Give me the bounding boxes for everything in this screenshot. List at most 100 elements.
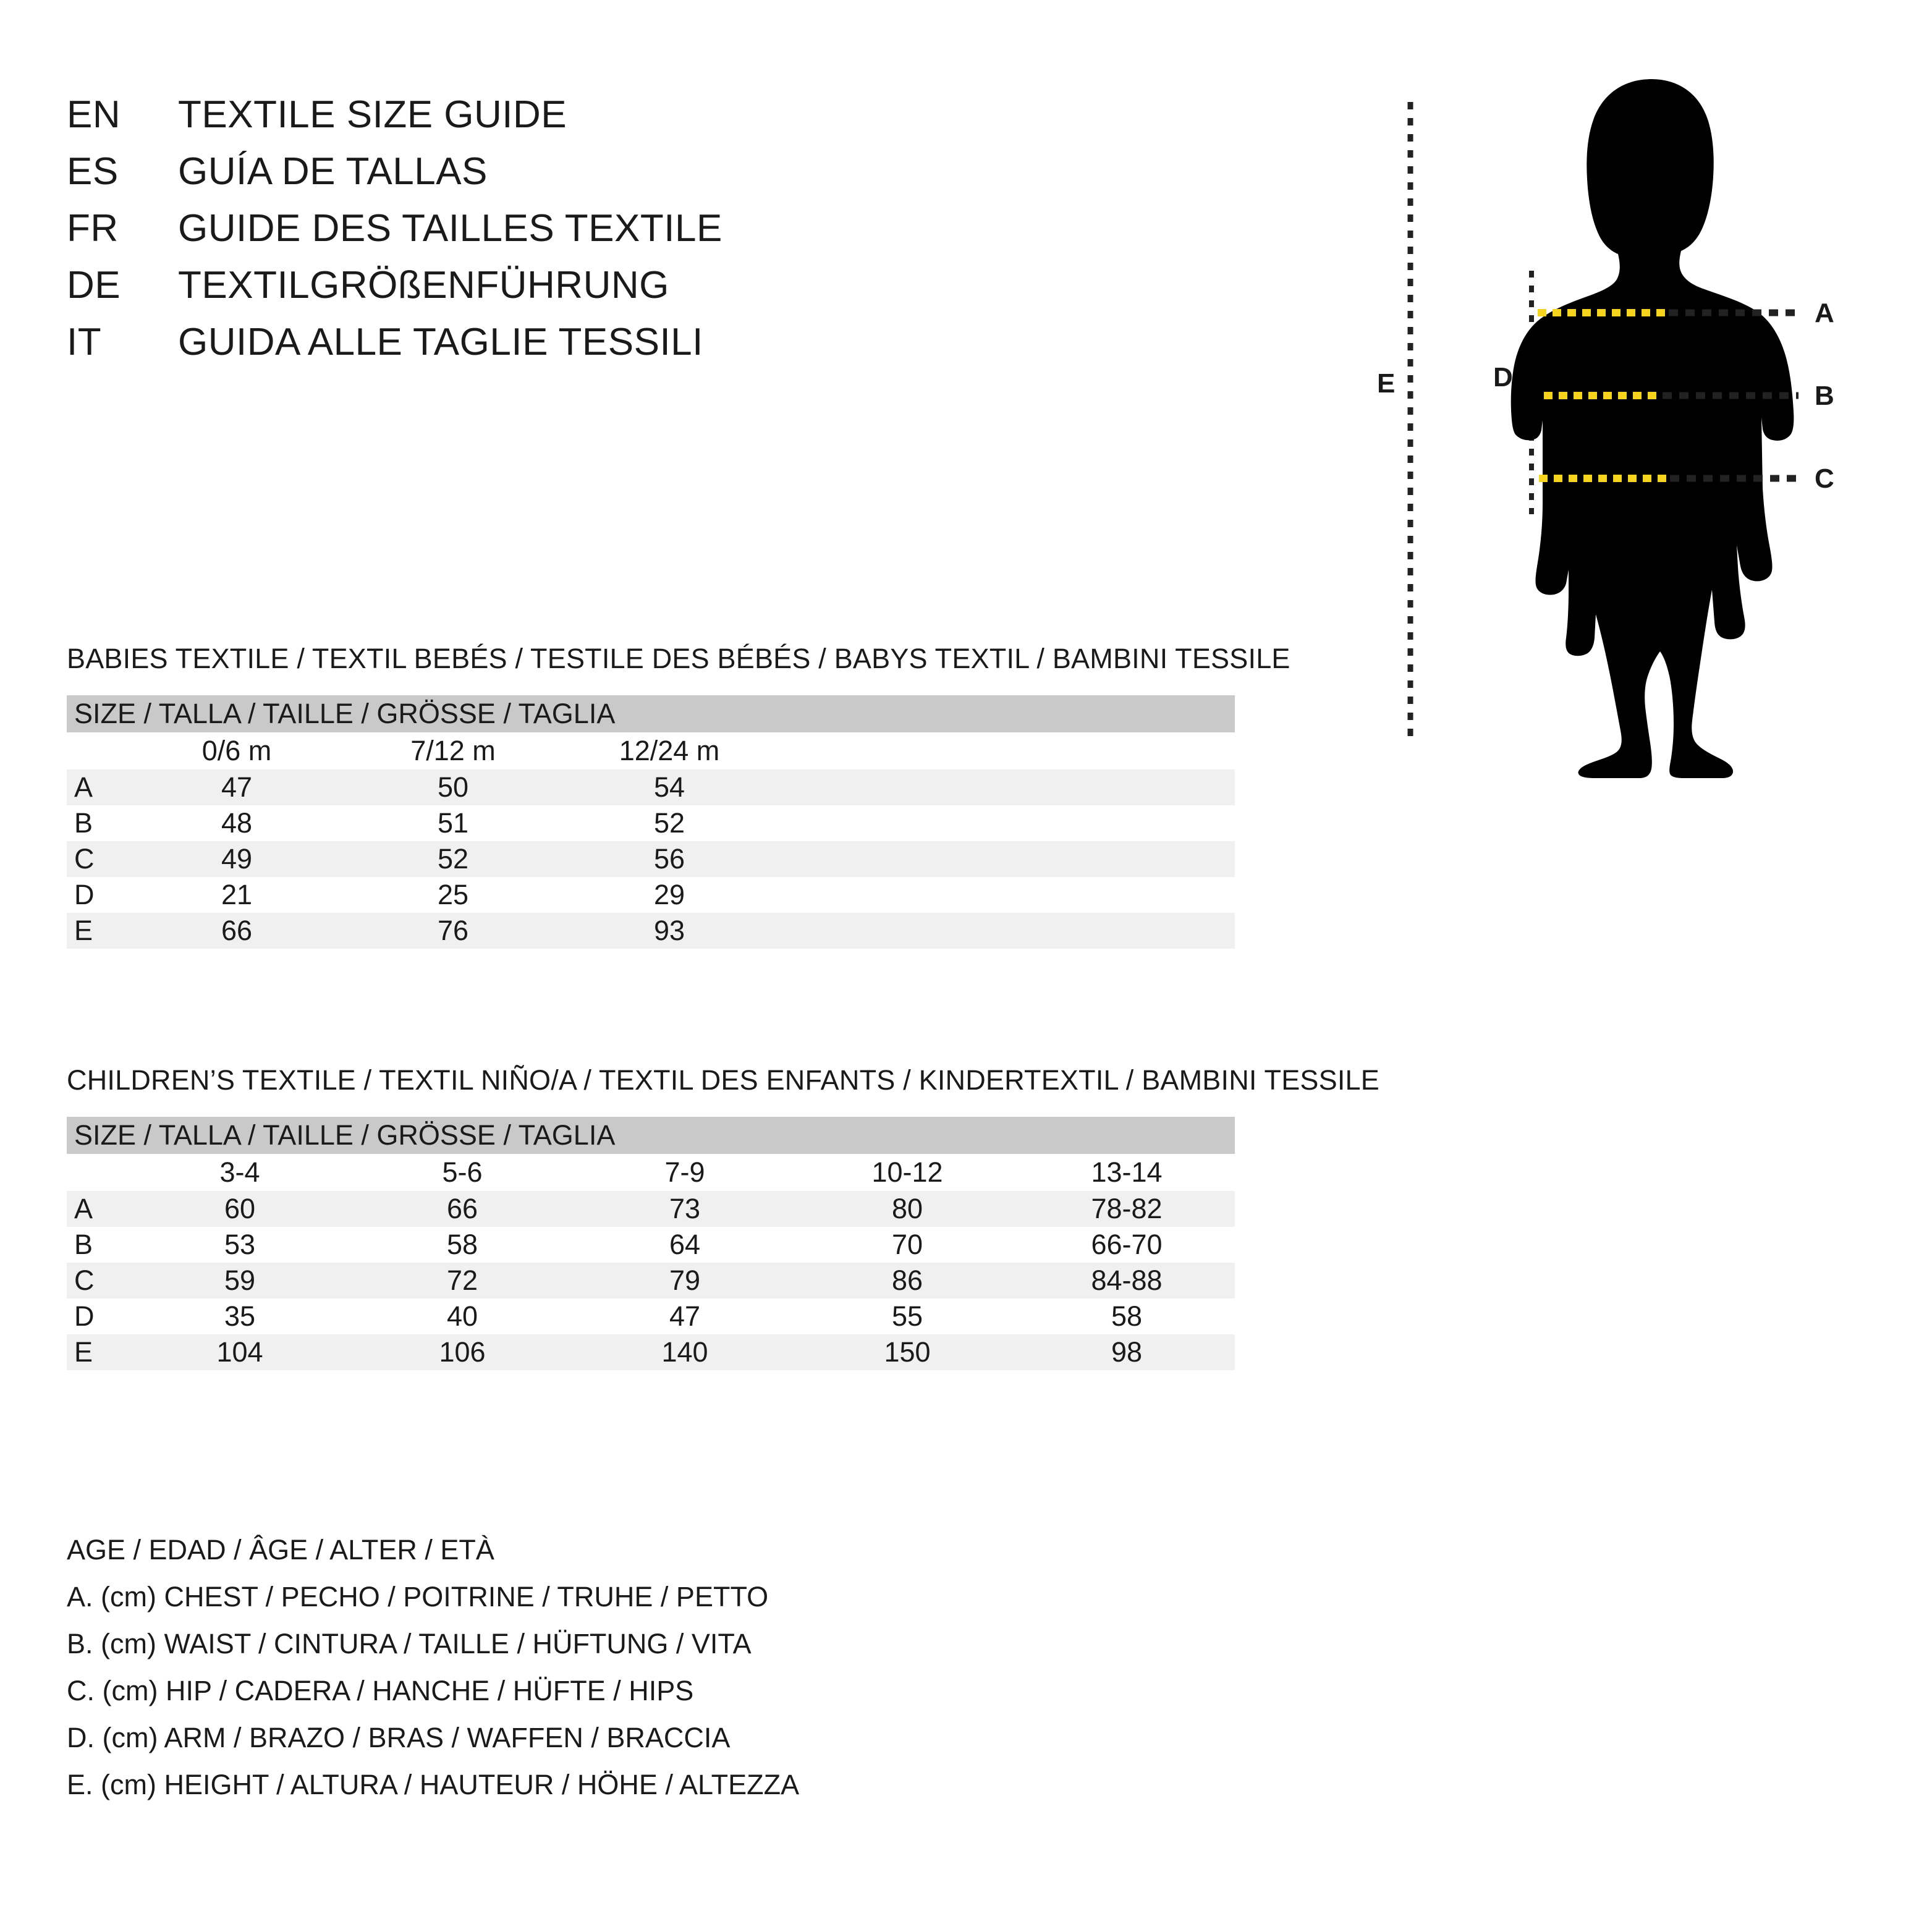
body-measurement-diagram: A B C D E [1372, 68, 1916, 779]
language-row-it: IT GUIDA ALLE TAGLIE TESSILI [67, 320, 932, 377]
babies-section-title: BABIES TEXTILE / TEXTIL BEBÉS / TESTILE … [67, 643, 1290, 674]
babies-size-section: BABIES TEXTILE / TEXTIL BEBÉS / TESTILE … [67, 643, 1290, 949]
children-cell-b-0: 53 [129, 1227, 351, 1263]
children-cell-c-0: 59 [129, 1263, 351, 1299]
children-cell-d-2: 47 [574, 1299, 796, 1334]
babies-colhdr-blank [67, 732, 129, 769]
babies-cell-b-pad [777, 805, 1235, 841]
children-table-size-header-row: SIZE / TALLA / TAILLE / GRÖSSE / TAGLIA [67, 1117, 1235, 1154]
babies-row-label-b: B [67, 805, 129, 841]
children-cell-a-0: 60 [129, 1191, 351, 1227]
babies-cell-d-2: 29 [561, 877, 777, 913]
table-row: A 60 66 73 80 78-82 [67, 1191, 1235, 1227]
babies-colhdr-pad [777, 732, 1235, 769]
children-cell-d-1: 40 [351, 1299, 574, 1334]
children-colhdr-blank [67, 1154, 129, 1191]
children-cell-c-4: 84-88 [1019, 1263, 1235, 1299]
babies-table-size-header-row: SIZE / TALLA / TAILLE / GRÖSSE / TAGLIA [67, 695, 1235, 732]
legend-line-age: AGE / EDAD / ÂGE / ALTER / ETÀ [67, 1534, 494, 1566]
language-code-fr: FR [67, 207, 119, 250]
babies-cell-a-0: 47 [129, 769, 345, 805]
dimension-label-e: E [1377, 368, 1396, 399]
table-row: E 104 106 140 150 98 [67, 1334, 1235, 1370]
children-cell-b-2: 64 [574, 1227, 796, 1263]
children-row-label-c: C [67, 1263, 129, 1299]
children-cell-d-3: 55 [796, 1299, 1019, 1334]
children-cell-e-0: 104 [129, 1334, 351, 1370]
language-title-it: GUIDA ALLE TAGLIE TESSILI [178, 321, 703, 363]
children-cell-e-3: 150 [796, 1334, 1019, 1370]
babies-cell-e-1: 76 [345, 913, 561, 949]
language-title-es: GUÍA DE TALLAS [178, 150, 488, 193]
babies-cell-d-0: 21 [129, 877, 345, 913]
babies-row-label-a: A [67, 769, 129, 805]
babies-cell-c-0: 49 [129, 841, 345, 877]
table-row: A 47 50 54 [67, 769, 1235, 805]
children-size-section: CHILDREN’S TEXTILE / TEXTIL NIÑO/A / TEX… [67, 1064, 1379, 1370]
children-cell-d-4: 58 [1019, 1299, 1235, 1334]
table-row: D 35 40 47 55 58 [67, 1299, 1235, 1334]
babies-row-label-d: D [67, 877, 129, 913]
children-colhdr-1: 5-6 [351, 1154, 574, 1191]
children-cell-e-2: 140 [574, 1334, 796, 1370]
children-cell-c-2: 79 [574, 1263, 796, 1299]
children-colhdr-4: 13-14 [1019, 1154, 1235, 1191]
babies-cell-d-pad [777, 877, 1235, 913]
babies-cell-c-pad [777, 841, 1235, 877]
babies-size-header-label: SIZE / TALLA / TAILLE / GRÖSSE / TAGLIA [67, 695, 1235, 732]
babies-colhdr-2: 12/24 m [561, 732, 777, 769]
table-row: D 21 25 29 [67, 877, 1235, 913]
language-title-de: TEXTILGRÖßENFÜHRUNG [178, 264, 669, 307]
children-cell-a-2: 73 [574, 1191, 796, 1227]
babies-cell-a-1: 50 [345, 769, 561, 805]
babies-row-label-c: C [67, 841, 129, 877]
babies-cell-d-1: 25 [345, 877, 561, 913]
table-row: C 59 72 79 86 84-88 [67, 1263, 1235, 1299]
children-cell-e-4: 98 [1019, 1334, 1235, 1370]
children-colhdr-2: 7-9 [574, 1154, 796, 1191]
children-colhdr-0: 3-4 [129, 1154, 351, 1191]
children-size-table: SIZE / TALLA / TAILLE / GRÖSSE / TAGLIA … [67, 1117, 1235, 1370]
children-cell-c-3: 86 [796, 1263, 1019, 1299]
language-header-block: EN TEXTILE SIZE GUIDE ES GUÍA DE TALLAS … [67, 93, 932, 377]
babies-colhdr-0: 0/6 m [129, 732, 345, 769]
babies-cell-b-2: 52 [561, 805, 777, 841]
language-row-fr: FR GUIDE DES TAILLES TEXTILE [67, 206, 932, 263]
children-row-label-b: B [67, 1227, 129, 1263]
babies-table-column-header-row: 0/6 m 7/12 m 12/24 m [67, 732, 1235, 769]
children-cell-a-4: 78-82 [1019, 1191, 1235, 1227]
legend-line-d-arm: D. (cm) ARM / BRAZO / BRAS / WAFFEN / BR… [67, 1722, 731, 1753]
babies-cell-a-pad [777, 769, 1235, 805]
children-section-title: CHILDREN’S TEXTILE / TEXTIL NIÑO/A / TEX… [67, 1064, 1379, 1096]
children-row-label-a: A [67, 1191, 129, 1227]
babies-colhdr-1: 7/12 m [345, 732, 561, 769]
children-cell-c-1: 72 [351, 1263, 574, 1299]
babies-cell-b-0: 48 [129, 805, 345, 841]
language-title-en: TEXTILE SIZE GUIDE [178, 93, 567, 136]
language-code-de: DE [67, 264, 121, 307]
language-code-en: EN [67, 93, 121, 136]
babies-cell-e-2: 93 [561, 913, 777, 949]
children-cell-a-1: 66 [351, 1191, 574, 1227]
babies-size-table: SIZE / TALLA / TAILLE / GRÖSSE / TAGLIA … [67, 695, 1235, 949]
babies-cell-b-1: 51 [345, 805, 561, 841]
legend-line-e-height: E. (cm) HEIGHT / ALTURA / HAUTEUR / HÖHE… [67, 1769, 800, 1800]
children-row-label-d: D [67, 1299, 129, 1334]
children-table-column-header-row: 3-4 5-6 7-9 10-12 13-14 [67, 1154, 1235, 1191]
table-row: C 49 52 56 [67, 841, 1235, 877]
language-title-fr: GUIDE DES TAILLES TEXTILE [178, 207, 722, 250]
legend-line-a-chest: A. (cm) CHEST / PECHO / POITRINE / TRUHE… [67, 1581, 769, 1612]
babies-cell-e-pad [777, 913, 1235, 949]
legend-line-b-waist: B. (cm) WAIST / CINTURA / TAILLE / HÜFTU… [67, 1628, 752, 1659]
language-row-en: EN TEXTILE SIZE GUIDE [67, 93, 932, 150]
dimension-label-c: C [1815, 464, 1834, 494]
legend-line-c-hip: C. (cm) HIP / CADERA / HANCHE / HÜFTE / … [67, 1675, 694, 1706]
babies-row-label-e: E [67, 913, 129, 949]
children-colhdr-3: 10-12 [796, 1154, 1019, 1191]
dimension-label-b: B [1815, 381, 1834, 411]
babies-cell-c-1: 52 [345, 841, 561, 877]
children-cell-b-3: 70 [796, 1227, 1019, 1263]
language-row-de: DE TEXTILGRÖßENFÜHRUNG [67, 263, 932, 320]
table-row: B 48 51 52 [67, 805, 1235, 841]
language-code-it: IT [67, 321, 102, 363]
